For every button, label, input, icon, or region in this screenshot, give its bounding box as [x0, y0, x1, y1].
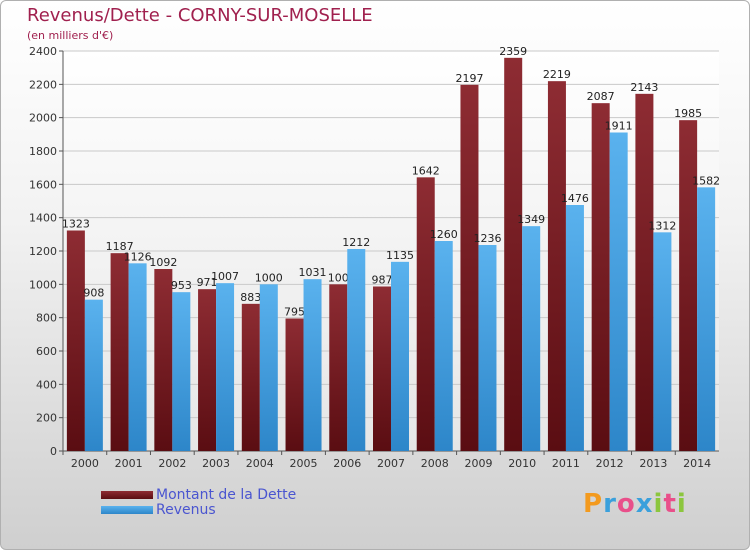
x-tick-label: 2006: [333, 457, 361, 470]
proxiti-logo: Proxiti: [583, 489, 687, 519]
y-tick-label: 2200: [29, 78, 57, 91]
data-label-revenus: 1126: [124, 250, 152, 263]
bar-dette: [679, 120, 698, 452]
x-tick-label: 2013: [639, 457, 667, 470]
y-tick-label: 1400: [29, 212, 57, 225]
bar-revenus: [391, 261, 409, 451]
y-tick-label: 1000: [29, 278, 57, 291]
data-label-dette: 2197: [455, 72, 483, 85]
x-tick-label: 2001: [115, 457, 143, 470]
data-label-revenus: 1135: [386, 249, 414, 262]
data-label-revenus: 908: [83, 287, 104, 300]
bar-dette: [416, 177, 435, 452]
bar-revenus: [697, 187, 716, 452]
bar-dette: [373, 286, 391, 451]
y-tick-label: 2400: [29, 45, 57, 58]
bar-dette: [591, 103, 610, 452]
legend-swatch-revenus: [101, 506, 153, 514]
bar-dette: [198, 289, 217, 451]
bar-dette: [635, 93, 654, 451]
data-label-revenus: 1236: [473, 232, 501, 245]
data-label-dette: 1985: [674, 107, 702, 120]
y-tick-label: 1600: [29, 178, 57, 191]
bar-revenus: [522, 226, 541, 451]
legend-label-revenus: Revenus: [156, 502, 216, 518]
data-label-revenus: 1000: [255, 271, 283, 284]
data-label-revenus: 1582: [692, 174, 720, 187]
data-label-dette: 1642: [412, 164, 440, 177]
x-tick-label: 2009: [464, 457, 492, 470]
data-label-dette: 100: [328, 271, 349, 284]
y-tick-label: 600: [36, 345, 57, 358]
x-tick-label: 2010: [508, 457, 536, 470]
data-label-dette: 971: [197, 276, 218, 289]
y-tick-label: 0: [50, 445, 57, 458]
bar-revenus: [84, 299, 103, 451]
data-label-revenus: 1911: [605, 120, 633, 133]
chart-title: Revenus/Dette - CORNY-SUR-MOSELLE: [27, 5, 373, 26]
bar-revenus: [128, 263, 147, 451]
bar-dette: [241, 303, 260, 451]
bar-dette: [504, 57, 523, 451]
data-label-revenus: 1260: [430, 228, 458, 241]
data-label-dette: 2143: [630, 81, 658, 94]
x-tick-label: 2008: [421, 457, 449, 470]
x-tick-label: 2003: [202, 457, 230, 470]
legend-swatch-dette: [101, 491, 153, 499]
bar-revenus: [653, 232, 672, 451]
data-label-dette: 795: [284, 306, 305, 319]
bar-revenus: [172, 292, 191, 451]
bar-revenus: [259, 284, 278, 451]
data-label-revenus: 1349: [517, 213, 545, 226]
bar-revenus: [303, 279, 322, 451]
x-tick-label: 2000: [71, 457, 99, 470]
bar-dette: [329, 284, 348, 451]
data-label-dette: 2219: [543, 68, 571, 81]
data-label-dette: 2359: [499, 45, 527, 58]
bar-revenus: [434, 241, 453, 451]
x-tick-label: 2014: [683, 457, 711, 470]
data-label-revenus: 1312: [648, 219, 676, 232]
bar-revenus: [478, 245, 497, 451]
data-label-revenus: 1476: [561, 192, 589, 205]
data-label-revenus: 1007: [211, 270, 239, 283]
data-label-dette: 883: [240, 291, 261, 304]
y-tick-label: 2000: [29, 112, 57, 125]
x-tick-label: 2012: [596, 457, 624, 470]
data-label-revenus: 1212: [342, 236, 370, 249]
data-label-revenus: 953: [171, 279, 192, 292]
data-label-revenus: 1031: [299, 266, 327, 279]
y-tick-label: 200: [36, 412, 57, 425]
bar-revenus: [216, 283, 235, 451]
data-label-dette: 987: [372, 274, 393, 287]
x-tick-label: 2005: [290, 457, 318, 470]
bar-dette: [66, 230, 85, 451]
x-tick-label: 2007: [377, 457, 405, 470]
y-tick-label: 1800: [29, 145, 57, 158]
bar-revenus: [609, 132, 628, 451]
bar-dette: [460, 84, 479, 451]
data-label-dette: 1323: [62, 218, 90, 231]
data-label-dette: 1092: [149, 256, 177, 269]
chart-subtitle: (en milliers d'€): [27, 29, 114, 42]
x-tick-label: 2011: [552, 457, 580, 470]
bar-dette: [154, 269, 173, 451]
data-label-dette: 1187: [106, 240, 134, 253]
bar-dette: [285, 318, 304, 451]
y-tick-label: 400: [36, 378, 57, 391]
y-tick-label: 1200: [29, 245, 57, 258]
x-tick-label: 2002: [158, 457, 186, 470]
y-tick-label: 800: [36, 312, 57, 325]
bar-revenus: [565, 205, 584, 451]
bar-revenus: [347, 249, 366, 451]
legend-label-dette: Montant de la Dette: [156, 487, 297, 503]
x-tick-label: 2004: [246, 457, 274, 470]
data-label-dette: 2087: [587, 90, 615, 103]
bar-dette: [110, 253, 129, 451]
bar-dette: [547, 81, 566, 452]
